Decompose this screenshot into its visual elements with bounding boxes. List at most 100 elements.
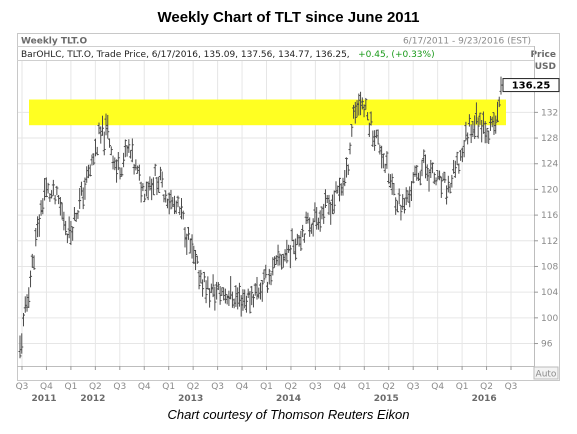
ohlc-bar	[220, 287, 224, 296]
auto-scale-label: Auto	[536, 370, 557, 380]
ohlc-bar	[97, 122, 101, 135]
ohlc-bar	[446, 175, 450, 193]
ohlc-bar	[273, 256, 277, 268]
ohlc-bar	[69, 220, 73, 246]
ohlc-bar	[473, 115, 477, 140]
ohlc-bar	[315, 207, 319, 230]
ohlc-bar	[415, 164, 419, 181]
ohlc-bar	[192, 245, 196, 264]
ohlc-bar	[280, 254, 284, 270]
ohlc-bar	[318, 210, 322, 232]
ohlc-bar	[190, 234, 194, 259]
ohlc-bar	[357, 93, 361, 116]
ohlc-bar	[422, 149, 426, 164]
ohlc-bar	[495, 101, 499, 123]
ohlc-bar	[292, 239, 296, 255]
price-axis-unit: USD	[535, 62, 556, 72]
ohlc-bar	[387, 173, 391, 184]
ohlc-bar	[41, 198, 45, 215]
ohlc-bar	[187, 226, 191, 240]
ohlc-bar	[113, 157, 117, 171]
ohlc-bar	[404, 187, 408, 206]
quarter-label: Q2	[382, 382, 395, 392]
ohlc-bar	[413, 165, 417, 177]
quarter-label: Q1	[162, 382, 175, 392]
y-tick-label: 132	[541, 108, 558, 118]
ohlc-bar	[462, 140, 466, 158]
ohlc-bar	[327, 194, 331, 215]
ohlc-bar	[180, 198, 184, 220]
y-tick-label: 124	[541, 160, 558, 170]
ohlc-bar	[85, 166, 89, 183]
ohlc-bar	[250, 285, 254, 306]
ohlc-bar	[201, 279, 205, 297]
y-tick-label: 128	[541, 134, 558, 144]
ohlc-bar	[304, 211, 308, 225]
ohlc-bar	[388, 174, 392, 188]
ohlc-bar	[262, 269, 266, 283]
year-label: 2016	[472, 394, 497, 404]
quarter-label: Q2	[480, 382, 493, 392]
ohlc-bar	[362, 104, 366, 118]
ohlc-bar	[355, 100, 359, 118]
quarter-label: Q3	[211, 382, 224, 392]
ohlc-bar	[285, 239, 289, 264]
ohlc-bar	[160, 171, 164, 188]
ohlc-bar	[374, 129, 378, 139]
ohlc-bar	[269, 272, 273, 286]
ohlc-bar	[281, 253, 285, 268]
ohlc-bar	[439, 176, 443, 198]
price-bars	[18, 76, 503, 359]
ohlc-bar	[218, 285, 222, 305]
ohlc-bar	[311, 218, 315, 237]
quarter-label: Q2	[187, 382, 200, 392]
ohlc-bar	[144, 181, 148, 197]
ohlc-bar	[48, 193, 52, 202]
ohlc-bar	[194, 249, 198, 271]
ohlc-bar	[208, 288, 212, 308]
ohlc-bar	[246, 288, 250, 298]
ohlc-bar	[434, 177, 438, 186]
ohlc-bar	[51, 179, 55, 196]
ohlc-bar	[127, 139, 131, 153]
ohlc-bar	[32, 255, 36, 270]
ohlc-bar	[267, 268, 271, 285]
ohlc-bar	[118, 167, 122, 180]
ohlc-bar	[81, 187, 85, 210]
ohlc-bar	[487, 130, 491, 144]
ohlc-bar	[78, 188, 82, 209]
auto-scale-button[interactable]	[533, 366, 559, 380]
info-line: BarOHLC, TLT.O, Trade Price, 6/17/2016, …	[21, 44, 435, 61]
y-tick-label: 108	[541, 262, 558, 272]
ohlc-bar	[497, 96, 501, 108]
ohlc-bar	[334, 181, 338, 193]
ohlc-bar	[65, 233, 69, 244]
ohlc-bar	[253, 283, 257, 296]
ohlc-bar	[366, 112, 370, 121]
price-axis: 96 100 104 108 112 116 120 124 128 132	[534, 108, 558, 350]
ohlc-bar	[383, 163, 387, 174]
ohlc-bar	[466, 132, 470, 145]
quarter-label: Q4	[138, 382, 151, 392]
ohlc-bar	[50, 190, 54, 199]
ohlc-bar	[37, 214, 41, 237]
ohlc-bar	[174, 200, 178, 214]
ohlc-bar	[329, 202, 333, 225]
ohlc-bar	[165, 198, 169, 209]
y-tick-label: 100	[541, 314, 558, 324]
ohlc-bar	[457, 163, 461, 174]
ohlc-bar	[90, 154, 94, 166]
ohlc-bar	[188, 238, 192, 254]
ohlc-bar	[23, 296, 27, 313]
ohlc-bar	[123, 139, 127, 158]
ohlc-bar	[481, 111, 485, 134]
resistance-band	[29, 99, 506, 126]
ohlc-bar	[178, 206, 182, 215]
ohlc-bar	[325, 195, 329, 204]
ohlc-bar	[108, 138, 112, 148]
ohlc-bar	[432, 172, 436, 185]
ohlc-bar	[260, 279, 264, 302]
quarter-label: Q3	[407, 382, 420, 392]
ohlc-bar	[130, 138, 134, 163]
ohlc-bar	[92, 153, 96, 166]
